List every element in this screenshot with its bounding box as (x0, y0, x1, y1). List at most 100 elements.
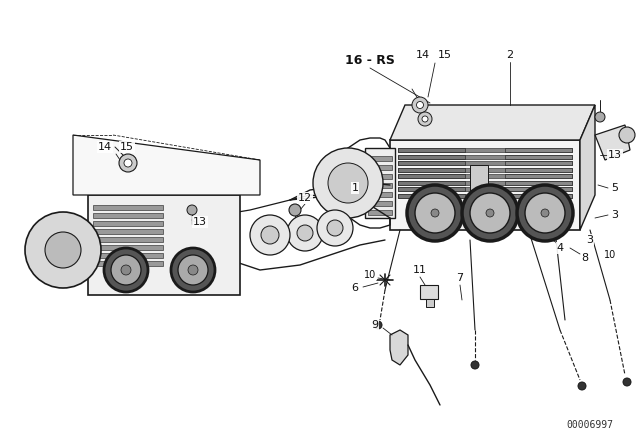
Circle shape (187, 205, 197, 215)
Bar (93, 237, 163, 242)
Circle shape (261, 226, 279, 244)
Circle shape (188, 265, 198, 275)
Circle shape (595, 112, 605, 122)
Bar (93, 229, 163, 234)
Circle shape (171, 248, 215, 292)
Circle shape (121, 265, 131, 275)
Bar (398, 168, 465, 172)
Circle shape (111, 255, 141, 285)
Bar (505, 181, 572, 185)
Bar (93, 221, 163, 226)
Bar (368, 210, 392, 215)
Polygon shape (390, 140, 580, 230)
Polygon shape (73, 135, 260, 195)
Bar (93, 253, 163, 258)
Text: 4: 4 (556, 243, 564, 253)
Polygon shape (365, 148, 395, 218)
Text: 7: 7 (456, 273, 463, 283)
Bar (368, 156, 392, 161)
Circle shape (287, 215, 323, 251)
Circle shape (431, 209, 439, 217)
Text: 00006997: 00006997 (566, 420, 614, 430)
Bar (368, 183, 392, 188)
Circle shape (178, 255, 208, 285)
Bar (420, 285, 438, 299)
Text: 10: 10 (364, 270, 376, 280)
Circle shape (104, 248, 148, 292)
Text: 8: 8 (581, 253, 589, 263)
Circle shape (45, 232, 81, 268)
Text: 14: 14 (416, 50, 430, 60)
Bar (398, 181, 572, 185)
Text: 6: 6 (351, 283, 358, 293)
Text: 16 - RS: 16 - RS (345, 53, 395, 66)
Bar (505, 148, 572, 152)
Bar (398, 168, 572, 172)
Bar (398, 187, 572, 191)
Text: 11: 11 (413, 265, 427, 275)
Bar (368, 201, 392, 206)
Bar (505, 155, 572, 159)
Circle shape (422, 116, 428, 122)
Bar (398, 181, 465, 185)
Bar (93, 213, 163, 218)
Circle shape (417, 102, 424, 108)
Bar (398, 187, 465, 191)
Circle shape (119, 154, 137, 172)
Bar (398, 174, 465, 178)
Circle shape (297, 225, 313, 241)
Circle shape (328, 163, 368, 203)
Bar (93, 205, 163, 210)
Text: 14: 14 (98, 142, 112, 152)
Bar (398, 155, 465, 159)
Circle shape (407, 185, 463, 241)
Circle shape (486, 209, 494, 217)
Text: 15: 15 (438, 50, 452, 60)
Bar (398, 161, 465, 165)
Circle shape (124, 159, 132, 167)
Bar (505, 194, 572, 198)
Circle shape (327, 220, 343, 236)
Circle shape (578, 382, 586, 390)
Circle shape (418, 112, 432, 126)
Bar (398, 148, 572, 152)
Circle shape (415, 193, 455, 233)
Text: 10: 10 (604, 250, 616, 260)
Bar (398, 174, 572, 178)
Circle shape (25, 212, 101, 288)
Bar (505, 174, 572, 178)
Circle shape (317, 210, 353, 246)
Bar (426, 299, 434, 307)
Circle shape (517, 185, 573, 241)
Bar (398, 194, 465, 198)
Circle shape (541, 209, 549, 217)
Text: 5: 5 (611, 183, 618, 193)
Bar (93, 261, 163, 266)
Polygon shape (390, 105, 595, 140)
Circle shape (250, 215, 290, 255)
Text: 13: 13 (608, 150, 622, 160)
Bar (505, 168, 572, 172)
Bar (368, 192, 392, 197)
Bar (505, 161, 572, 165)
Circle shape (619, 127, 635, 143)
Bar (398, 155, 572, 159)
Bar (470, 165, 488, 195)
Bar (398, 148, 465, 152)
Text: 9: 9 (371, 320, 379, 330)
Bar (505, 187, 572, 191)
Bar (368, 165, 392, 170)
Circle shape (462, 185, 518, 241)
Circle shape (289, 204, 301, 216)
Polygon shape (595, 125, 630, 160)
Text: 12: 12 (298, 193, 312, 203)
Circle shape (623, 378, 631, 386)
Circle shape (471, 361, 479, 369)
Polygon shape (580, 105, 595, 230)
Text: 3: 3 (586, 235, 593, 245)
Polygon shape (88, 195, 240, 295)
Circle shape (525, 193, 565, 233)
Text: 1: 1 (351, 183, 358, 193)
Circle shape (470, 193, 510, 233)
Bar (398, 161, 572, 165)
